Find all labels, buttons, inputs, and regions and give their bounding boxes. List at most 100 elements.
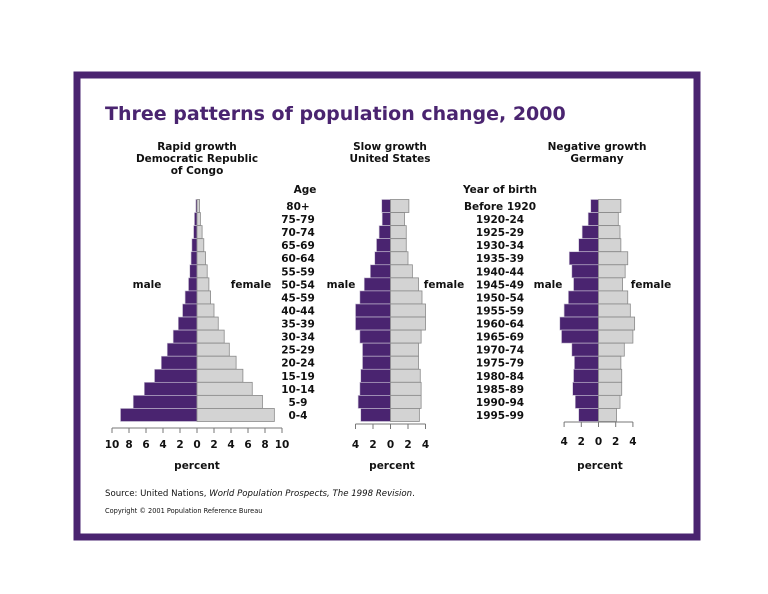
germany-male-bar — [563, 303, 599, 318]
x-tick-label: 10 — [275, 439, 290, 451]
us-female-label: female — [424, 279, 464, 291]
congo-female-bar — [196, 342, 230, 357]
us-male-bar — [378, 225, 391, 239]
x-tick-label: 6 — [142, 439, 149, 451]
us-male-label: male — [327, 279, 356, 291]
us-female-bar — [390, 342, 419, 357]
us-female-bar — [390, 277, 419, 292]
germany-female-bar — [598, 290, 629, 305]
germany-female-bar — [598, 303, 631, 318]
congo-male-bar — [188, 277, 198, 292]
x-tick-label: 4 — [629, 436, 636, 448]
us-xlabel: percent — [369, 460, 415, 472]
us-male-bar — [374, 251, 391, 266]
birth-header: Year of birth — [462, 184, 537, 196]
germany-female-bar — [598, 199, 622, 213]
us-male-bar — [370, 264, 391, 279]
germany-male-bar — [581, 225, 599, 239]
age-label: 70-74 — [281, 227, 315, 239]
germany-subtitle-1: Negative growth — [548, 141, 647, 153]
us-female-bar — [390, 316, 426, 331]
birth-year-label: 1935-39 — [476, 253, 524, 265]
age-label: 0-4 — [289, 410, 308, 422]
age-label: 50-54 — [281, 279, 315, 291]
germany-male-bar — [571, 342, 599, 357]
us-male-bar — [362, 342, 391, 357]
birth-year-label: 1965-69 — [476, 332, 524, 344]
birth-year-label: 1950-54 — [476, 292, 524, 304]
congo-female-bar — [196, 238, 205, 253]
congo-female-bar — [196, 277, 210, 292]
age-label: 60-64 — [281, 253, 315, 265]
birth-year-label: 1990-94 — [476, 397, 524, 409]
germany-female-bar — [598, 277, 623, 292]
congo-female-bar — [196, 303, 215, 318]
us-female-bar — [390, 290, 423, 305]
x-tick-label: 2 — [578, 436, 585, 448]
age-label: 75-79 — [281, 214, 315, 226]
birth-year-label: 1930-34 — [476, 240, 524, 252]
us-male-bar — [355, 303, 391, 318]
germany-male-bar — [572, 382, 599, 396]
germany-female-label: female — [631, 279, 671, 291]
congo-female-bar — [196, 225, 203, 240]
birth-year-label: 1940-44 — [476, 266, 524, 278]
us-male-bar — [359, 329, 391, 344]
x-tick-label: 2 — [404, 439, 411, 451]
congo-female-bar — [196, 316, 219, 331]
x-tick-label: 4 — [227, 439, 234, 451]
germany-female-bar — [598, 381, 623, 396]
congo-xlabel: percent — [174, 460, 220, 472]
germany-female-bar — [598, 238, 622, 253]
birth-year-label: 1995-99 — [476, 410, 524, 422]
us-male-bar — [363, 277, 391, 292]
x-tick-label: 2 — [369, 439, 376, 451]
congo-male-bar — [144, 382, 198, 396]
congo-pyramid: 10 8 6 4 2 0 2 4 6 8 10 — [105, 199, 290, 451]
congo-subtitle-1: Rapid growth — [157, 141, 237, 153]
birth-year-label: 1945-49 — [476, 279, 524, 291]
germany-female-bar — [598, 408, 617, 422]
age-label: 55-59 — [281, 266, 315, 278]
age-label: 80+ — [286, 201, 309, 213]
congo-male-bar — [178, 316, 198, 331]
x-tick-label: 4 — [422, 439, 429, 451]
germany-male-bar — [587, 212, 599, 226]
age-label: 65-69 — [281, 240, 315, 252]
birth-year-label: 1970-74 — [476, 345, 524, 357]
us-female-bar — [390, 368, 421, 383]
age-label: 40-44 — [281, 305, 315, 317]
age-label: 5-9 — [289, 397, 308, 409]
age-label: 35-39 — [281, 319, 315, 331]
us-female-bar — [390, 303, 426, 318]
congo-male-bar — [193, 225, 198, 239]
congo-male-bar — [120, 408, 198, 422]
age-label: 30-34 — [281, 332, 315, 344]
us-female-bar — [390, 238, 407, 253]
us-female-bar — [390, 394, 422, 409]
congo-male-bar — [161, 355, 198, 370]
age-label: 45-59 — [281, 292, 315, 304]
congo-female-bar — [196, 290, 212, 305]
us-female-bar — [390, 408, 420, 422]
age-label: 20-24 — [281, 358, 315, 370]
us-male-bar — [357, 395, 391, 409]
congo-male-label: male — [133, 279, 162, 291]
us-subtitle-2: United States — [350, 153, 431, 165]
us-female-bar — [390, 225, 407, 240]
germany-female-bar — [598, 212, 619, 226]
age-label: 25-29 — [281, 345, 315, 357]
age-label: 10-14 — [281, 384, 315, 396]
us-female-bar — [390, 355, 419, 370]
us-male-bar — [381, 212, 391, 226]
us-female-bar — [390, 199, 410, 213]
congo-male-bar — [182, 303, 198, 318]
us-male-bar — [360, 368, 391, 383]
germany-male-bar — [573, 368, 599, 383]
congo-female-bar — [196, 368, 244, 383]
copyright: Copyright © 2001 Population Reference Bu… — [105, 507, 262, 515]
x-tick-label: 6 — [244, 439, 251, 451]
germany-female-bar — [598, 329, 634, 344]
germany-female-bar — [598, 316, 636, 331]
germany-female-bar — [598, 264, 626, 279]
